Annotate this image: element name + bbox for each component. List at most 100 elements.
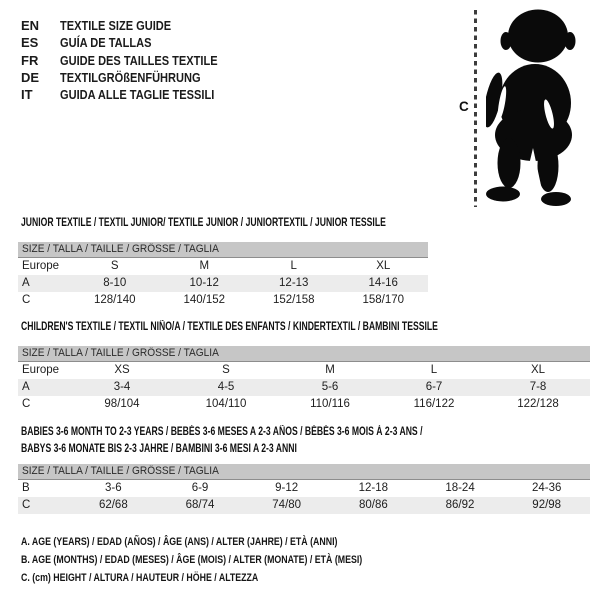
language-code: DE xyxy=(21,69,40,85)
table-cell: 74/80 xyxy=(272,499,302,511)
table-cell: 9-12 xyxy=(275,482,299,494)
table-title: CHILDREN'S TEXTILE / TEXTIL NIÑO/A / TEX… xyxy=(21,319,577,336)
table-cell: 14-16 xyxy=(368,277,398,289)
legend-text: C. (cm) HEIGHT / ALTURA / HAUTEUR / HÖHE… xyxy=(21,572,259,584)
table-cell: M xyxy=(325,364,335,376)
baby-silhouette-icon xyxy=(486,9,576,206)
table-cell: 122/128 xyxy=(517,398,559,410)
language-list: EN TEXTILE SIZE GUIDE ES GUÍA DE TALLAS FR GU… xyxy=(21,17,245,103)
language-label: GUIDE DES TAILLES TEXTILE xyxy=(60,52,218,68)
table-cell: 5-6 xyxy=(321,381,339,393)
table-cell: 104/110 xyxy=(205,398,247,410)
table-cell: 7-8 xyxy=(529,381,547,393)
table-title-text: BABYS 3-6 MONATE BIS 2-3 JAHRE / BAMBINI… xyxy=(21,442,297,455)
legend-text: A. AGE (YEARS) / EDAD (AÑOS) / ÂGE (ANS)… xyxy=(21,536,338,548)
table-row: A 3-4 4-5 5-6 6-7 7-8 xyxy=(18,379,590,396)
table-cell: XS xyxy=(114,364,130,376)
language-label: GUÍA DE TALLAS xyxy=(60,35,152,51)
table-cell: 3-6 xyxy=(105,482,122,494)
legend-text: B. AGE (MONTHS) / EDAD (MESES) / ÂGE (MO… xyxy=(21,554,363,566)
height-marker-label: C xyxy=(459,99,469,114)
row-label: Europe xyxy=(22,364,60,376)
table-cell: 86/92 xyxy=(445,499,475,511)
table-cell: XL xyxy=(376,260,391,272)
table-cell: 80/86 xyxy=(358,499,388,511)
row-label: B xyxy=(22,482,30,494)
table-title-text: JUNIOR TEXTILE / TEXTIL JUNIOR/ TEXTILE … xyxy=(21,217,386,229)
table-cell: M xyxy=(199,260,210,272)
table-row: A 8-10 10-12 12-13 14-16 xyxy=(18,275,428,292)
size-header-text: SIZE / TALLA / TAILLE / GRÖSSE / TAGLIA xyxy=(22,243,219,255)
table-title: JUNIOR TEXTILE / TEXTIL JUNIOR/ TEXTILE … xyxy=(21,215,507,232)
table-cell: 24-36 xyxy=(531,482,562,494)
language-code: IT xyxy=(21,87,33,103)
row-label: C xyxy=(22,294,31,306)
table-title-text: BABIES 3-6 MONTH TO 2-3 YEARS / BEBÉS 3-… xyxy=(21,426,423,438)
table-title-line: BABYS 3-6 MONATE BIS 2-3 JAHRE / BAMBINI… xyxy=(21,441,556,458)
table-cell: 92/98 xyxy=(532,499,562,511)
language-code: EN xyxy=(21,18,40,33)
legend-line: C. (cm) HEIGHT / ALTURA / HAUTEUR / HÖHE… xyxy=(21,569,448,587)
table-row: Europe XS S M L XL xyxy=(18,362,590,379)
table-cell: XL xyxy=(530,364,546,376)
row-label: C xyxy=(22,398,31,410)
table-cell: 6-9 xyxy=(191,482,209,494)
size-header-bar: SIZE / TALLA / TAILLE / GRÖSSE / TAGLIA xyxy=(18,346,590,362)
measurement-legend: A. AGE (YEARS) / EDAD (AÑOS) / ÂGE (ANS)… xyxy=(21,533,448,587)
table-cell: 3-4 xyxy=(113,381,131,393)
height-dashed-line xyxy=(474,10,477,207)
table-cell: 62/68 xyxy=(98,499,128,511)
table-cell: 152/158 xyxy=(272,294,315,306)
language-label: TEXTILGRÖßENFÜHRUNG xyxy=(60,69,201,85)
table-cell: 68/74 xyxy=(185,499,215,511)
size-header-text: SIZE / TALLA / TAILLE / GRÖSSE / TAGLIA xyxy=(22,465,219,477)
table-cell: 6-7 xyxy=(425,381,443,393)
language-label: GUIDA ALLE TAGLIE TESSILI xyxy=(60,87,215,103)
size-header-bar: SIZE / TALLA / TAILLE / GRÖSSE / TAGLIA xyxy=(18,242,428,258)
size-table: SIZE / TALLA / TAILLE / GRÖSSE / TAGLIA E… xyxy=(18,346,590,413)
table-cell: 158/170 xyxy=(362,294,405,306)
table-cell: S xyxy=(222,364,230,376)
size-header-text: SIZE / TALLA / TAILLE / GRÖSSE / TAGLIA xyxy=(22,347,219,359)
height-figure: C xyxy=(448,0,600,212)
table-cell: 140/152 xyxy=(183,294,226,306)
language-row: ES GUÍA DE TALLAS xyxy=(21,34,245,51)
size-header-bar: SIZE / TALLA / TAILLE / GRÖSSE / TAGLIA xyxy=(18,464,590,480)
legend-line: A. AGE (YEARS) / EDAD (AÑOS) / ÂGE (ANS)… xyxy=(21,533,448,551)
table-cell: L xyxy=(290,260,297,272)
language-code: FR xyxy=(21,52,39,68)
row-label: A xyxy=(22,381,30,393)
table-title-text: CHILDREN'S TEXTILE / TEXTIL NIÑO/A / TEX… xyxy=(21,321,438,333)
size-table: SIZE / TALLA / TAILLE / GRÖSSE / TAGLIA E… xyxy=(18,242,428,309)
table-row: C 128/140 140/152 152/158 158/170 xyxy=(18,292,428,309)
table-cell: 18-24 xyxy=(445,482,475,494)
language-row: EN TEXTILE SIZE GUIDE xyxy=(21,17,245,34)
table-row: B 3-6 6-9 9-12 12-18 18-24 24-36 xyxy=(18,480,590,497)
row-label: C xyxy=(22,499,31,511)
size-table: SIZE / TALLA / TAILLE / GRÖSSE / TAGLIA B… xyxy=(18,464,590,514)
row-label: Europe xyxy=(22,260,60,272)
table-row: C 62/68 68/74 74/80 80/86 86/92 92/98 xyxy=(18,497,590,514)
table-title: BABIES 3-6 MONTH TO 2-3 YEARS / BEBÉS 3-… xyxy=(21,424,556,457)
table-row: Europe S M L XL xyxy=(18,258,428,275)
table-cell: 4-5 xyxy=(217,381,235,393)
table-title-line: BABIES 3-6 MONTH TO 2-3 YEARS / BEBÉS 3-… xyxy=(21,424,556,441)
table-cell: 12-18 xyxy=(358,482,389,494)
table-cell: 12-13 xyxy=(279,277,309,289)
row-label: A xyxy=(22,277,30,289)
language-row: IT GUIDA ALLE TAGLIE TESSILI xyxy=(21,86,245,103)
language-row: DE TEXTILGRÖßENFÜHRUNG xyxy=(21,69,245,86)
table-cell: 10-12 xyxy=(189,277,219,289)
table-cell: 110/116 xyxy=(310,398,350,410)
language-row: FR GUIDE DES TAILLES TEXTILE xyxy=(21,52,245,69)
table-row: C 98/104 104/110 110/116 116/122 122/128 xyxy=(18,396,590,413)
language-code: ES xyxy=(21,35,39,51)
table-cell: 116/122 xyxy=(413,398,455,410)
table-cell: S xyxy=(110,260,119,272)
table-cell: 128/140 xyxy=(93,294,136,306)
table-title-line: CHILDREN'S TEXTILE / TEXTIL NIÑO/A / TEX… xyxy=(21,319,577,336)
table-cell: 98/104 xyxy=(104,398,140,410)
language-label: TEXTILE SIZE GUIDE xyxy=(60,18,172,33)
table-cell: 8-10 xyxy=(103,277,127,289)
